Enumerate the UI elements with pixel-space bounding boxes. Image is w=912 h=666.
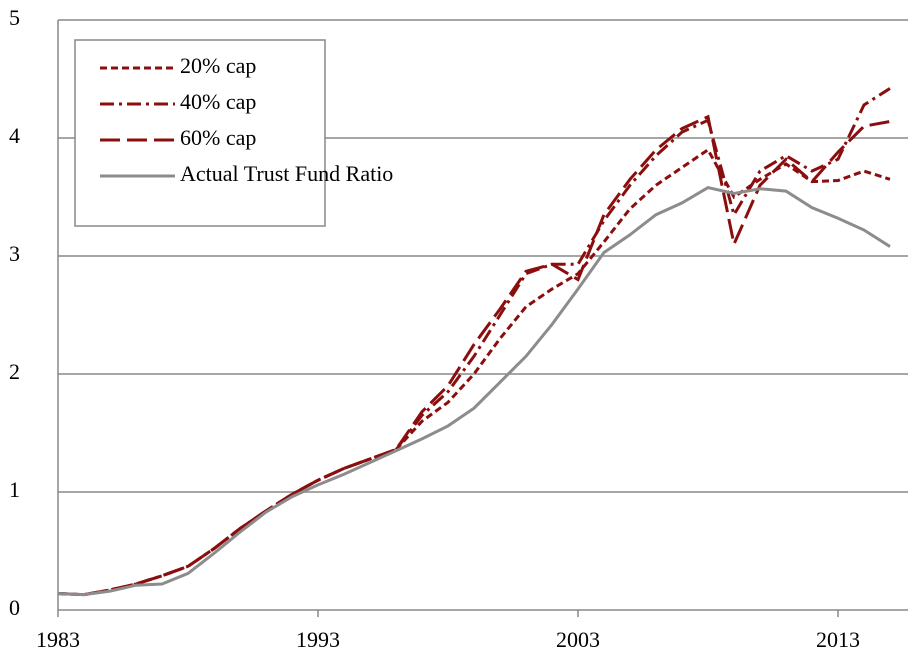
y-tick-label: 2 [9, 359, 20, 384]
legend-box [74, 39, 326, 227]
line-series [57, 185, 891, 597]
y-tick-label: 4 [9, 123, 20, 148]
line-series [57, 114, 891, 597]
x-tick-label: 2003 [556, 627, 600, 652]
legend-label: 20% cap [180, 53, 256, 78]
y-tick-label: 5 [9, 5, 20, 30]
x-tick-label: 1993 [296, 627, 340, 652]
legend-label: 60% cap [180, 125, 256, 150]
y-tick-label: 3 [9, 241, 20, 266]
y-tick-label: 0 [9, 595, 20, 620]
x-tick-label: 1983 [36, 627, 80, 652]
x-tick-label: 2013 [816, 627, 860, 652]
y-tick-label: 1 [9, 477, 20, 502]
legend-label: 40% cap [180, 89, 256, 114]
legend-label: Actual Trust Fund Ratio [180, 161, 393, 186]
